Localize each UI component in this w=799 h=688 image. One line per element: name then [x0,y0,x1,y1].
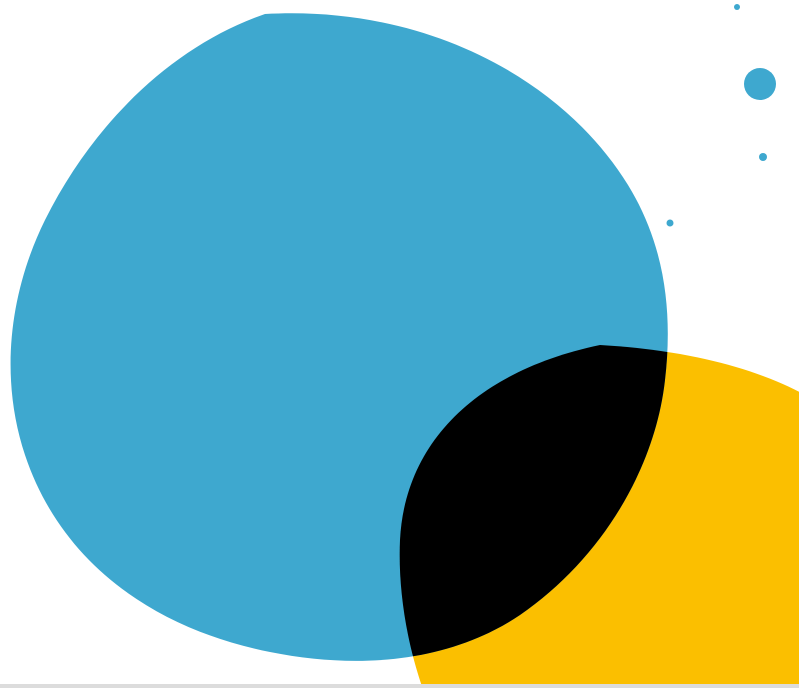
bottom-edge-line [0,684,799,688]
droplet-top [734,4,740,10]
black-overlap [399,345,668,661]
droplet-large [744,68,776,100]
droplet-left [666,219,674,227]
droplet-mid [759,153,767,161]
